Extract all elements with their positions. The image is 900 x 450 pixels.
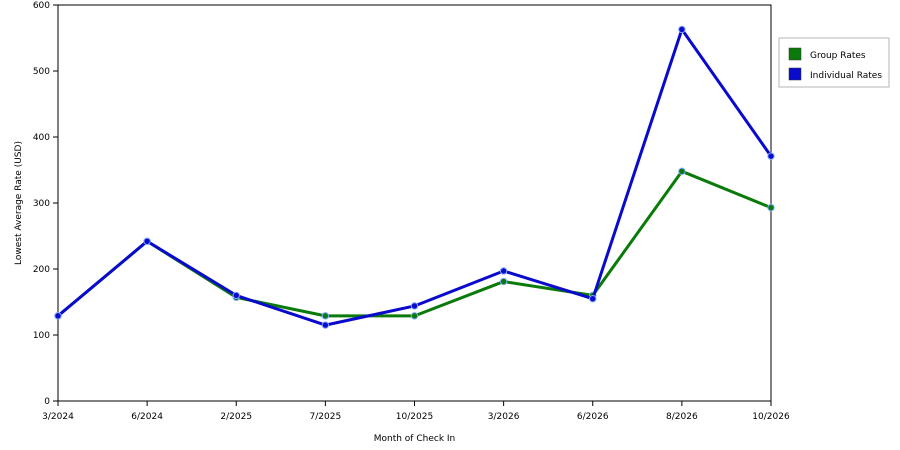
data-point <box>767 203 775 212</box>
legend-label: Group Rates <box>810 51 866 61</box>
legend-swatch <box>788 67 802 81</box>
y-tick-label: 100 <box>33 331 50 341</box>
x-tick-label: 6/2026 <box>577 412 609 422</box>
legend-swatch <box>788 47 802 61</box>
data-point <box>678 167 686 176</box>
data-point <box>589 295 597 303</box>
y-tick-label: 400 <box>33 133 50 143</box>
data-point <box>143 237 151 245</box>
x-tick-label: 7/2025 <box>310 412 342 422</box>
data-point <box>499 267 508 275</box>
data-point <box>499 277 508 286</box>
data-point <box>321 321 330 329</box>
y-tick-label: 200 <box>33 265 50 275</box>
y-tick-label: 600 <box>33 1 50 11</box>
plot-area <box>57 4 772 402</box>
x-tick-label: 6/2024 <box>131 412 163 422</box>
x-tick-label: 3/2026 <box>488 412 520 422</box>
y-axis-title: Lowest Average Rate (USD) <box>14 141 24 265</box>
data-point <box>410 312 419 320</box>
data-point <box>232 291 240 300</box>
data-point <box>678 25 686 34</box>
x-tick-label: 3/2024 <box>42 412 74 422</box>
y-tick-label: 500 <box>33 67 50 77</box>
data-point <box>321 312 330 320</box>
x-tick-label: 10/2025 <box>396 412 433 422</box>
data-point <box>54 312 62 320</box>
x-tick-label: 8/2026 <box>666 412 698 422</box>
data-point <box>410 302 419 310</box>
y-tick-label: 0 <box>44 397 50 407</box>
legend-label: Individual Rates <box>810 71 882 81</box>
legend: Group Rates Individual Rates <box>778 37 890 88</box>
x-tick-label: 10/2026 <box>752 412 790 422</box>
x-axis-title: Month of Check In <box>374 434 456 444</box>
axes: 0 100 200 300 400 500 600 3/2024 6/2024 2/2025 7/2… <box>33 1 790 422</box>
series <box>54 25 775 329</box>
y-tick-label: 300 <box>33 199 50 209</box>
x-tick-label: 2/2025 <box>220 412 252 422</box>
series-1 <box>54 25 775 329</box>
data-point <box>767 152 775 160</box>
